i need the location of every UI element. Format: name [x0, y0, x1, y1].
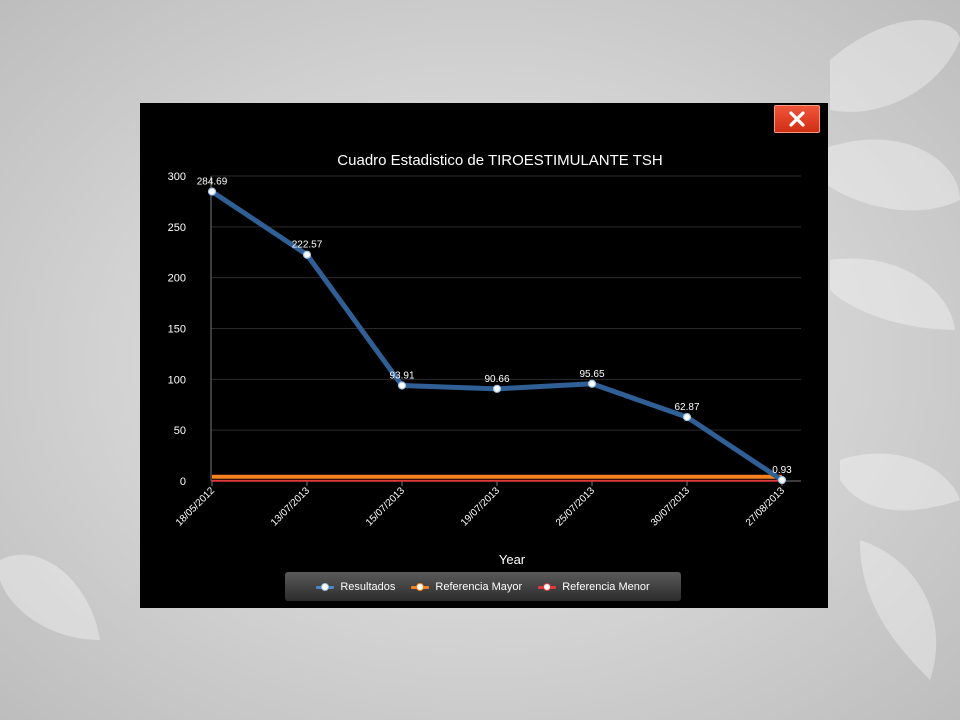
legend-label: Referencia Mayor [435, 580, 523, 593]
legend-label: Resultados [340, 580, 396, 593]
y-tick-label: 200 [168, 273, 186, 285]
series-line-resultados [209, 189, 785, 483]
legend-item-referencia-mayor[interactable]: Referencia Mayor [411, 581, 522, 593]
data-label: 222.57 [292, 240, 323, 251]
data-label: 0.93 [772, 465, 792, 476]
x-tick-label: 30/07/2013 [649, 485, 692, 528]
series-layer [207, 187, 787, 485]
data-point [397, 381, 407, 390]
data-point [777, 475, 787, 485]
legend-swatch-resultados [316, 582, 335, 592]
data-point [207, 187, 217, 196]
y-tick-label: 50 [174, 425, 186, 437]
chart-legend: Resultados Referencia Mayor Referencia M… [285, 572, 681, 601]
chart-panel: 0 50 100 150 200 250 300 18/05/2012 13/07/2013 1… [140, 103, 828, 608]
data-label-layer: 284.69 222.57 93.91 90.66 95.65 62.87 0.93 [197, 177, 792, 476]
data-label: 95.65 [579, 369, 604, 380]
close-icon [789, 111, 805, 127]
y-tick-label: 300 [168, 171, 186, 183]
x-tick-label: 27/08/2013 [744, 485, 787, 528]
data-point [587, 379, 597, 388]
x-axis-label: Year [499, 552, 526, 567]
y-tick-label: 100 [168, 374, 186, 386]
x-tick-label: 15/07/2013 [364, 485, 407, 528]
data-label: 93.91 [389, 371, 414, 382]
chart-title: Cuadro Estadistico de TIROESTIMULANTE TS… [337, 152, 662, 169]
y-tick-label: 250 [168, 222, 186, 234]
data-point [682, 412, 692, 422]
x-axis-ticks: 18/05/2012 13/07/2013 15/07/2013 19/07/2013… [174, 481, 787, 529]
legend-item-referencia-menor[interactable]: Referencia Menor [538, 580, 650, 593]
legend-swatch-referencia-mayor [411, 582, 430, 592]
data-label: 90.66 [484, 374, 509, 385]
legend-swatch-referencia-menor [538, 582, 557, 592]
close-button[interactable] [774, 105, 820, 133]
legend-item-resultados[interactable]: Resultados [316, 581, 395, 593]
y-tick-label: 150 [168, 324, 186, 336]
x-tick-label: 19/07/2013 [459, 485, 502, 528]
y-tick-label: 0 [180, 476, 186, 488]
data-point [492, 384, 502, 393]
y-axis-ticks: 0 50 100 150 200 250 300 [168, 171, 186, 488]
x-tick-label: 18/05/2012 [174, 485, 217, 528]
legend-label: Referencia Menor [562, 580, 650, 593]
data-label: 284.69 [197, 177, 228, 188]
x-tick-label: 25/07/2013 [554, 485, 597, 528]
x-tick-label: 13/07/2013 [269, 485, 312, 528]
data-point [302, 250, 312, 259]
data-label: 62.87 [674, 402, 699, 413]
